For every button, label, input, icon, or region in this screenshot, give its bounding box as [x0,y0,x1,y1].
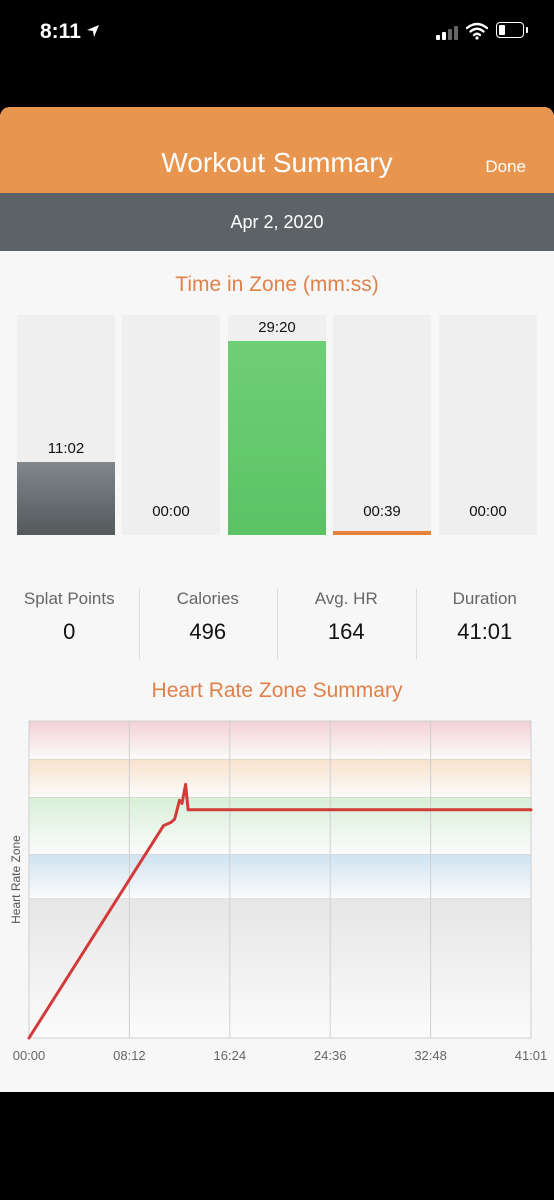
summary-content: Time in Zone (mm:ss) 11:02 00:00 29:20 0… [0,251,554,1092]
x-tick-label: 24:36 [314,1048,347,1063]
x-tick-label: 08:12 [113,1048,146,1063]
x-tick-label: 00:00 [13,1048,46,1063]
done-button[interactable]: Done [485,157,526,176]
x-tick-label: 32:48 [414,1048,447,1063]
stat-label: Avg. HR [314,589,378,608]
hr-zone-band-5 [29,721,531,760]
time-in-zone-bars: 11:02 00:00 29:20 00:39 00:00 [17,315,537,535]
workout-summary-sheet: Workout Summary Done Apr 2, 2020 Time in… [0,107,554,1092]
heart-rate-line [27,782,533,1040]
stat-label: Duration [452,589,517,608]
stat-label: Calories [176,589,239,608]
status-time: 8:11 [40,20,81,43]
stat-label: Splat Points [23,589,115,608]
zone-5-bar: 00:00 [439,315,537,535]
hr-zone-band-4 [29,759,531,798]
zone-4-bar: 00:39 [333,315,431,535]
battery-icon [496,22,528,38]
header-bar: Workout Summary Done [0,107,554,193]
stat-value: 41:01 [457,619,513,644]
hr-zone-summary-title: Heart Rate Zone Summary [151,679,403,702]
x-tick-label: 41:01 [515,1048,548,1063]
x-tick-label: 16:24 [214,1048,247,1063]
stat-value: 0 [63,619,76,644]
stat-value: 496 [189,619,227,644]
zone-3-bar: 29:20 [228,315,326,535]
stat-splat-points: Splat Points 0 [0,583,139,663]
workout-stats: Splat Points 0 Calories 496 Avg. HR 164 … [0,583,554,663]
zone-2-bar: 00:00 [122,315,220,535]
hr-zone-band-2 [29,854,531,899]
wifi-icon [466,22,488,40]
page-title: Workout Summary [161,147,393,178]
time-in-zone-title: Time in Zone (mm:ss) [175,273,379,296]
cellular-signal-icon [436,26,458,40]
stat-avg-hr: Avg. HR 164 [277,583,416,663]
stat-value: 164 [327,619,365,644]
hr-zone-band-1 [29,898,531,1038]
plot-border [28,720,532,1039]
location-arrow-icon [87,25,99,37]
heart-rate-zone-chart: 00:00 08:12 16:24 24:36 32:48 41:01 Heart Rate… [9,720,548,1063]
hr-zone-band-3 [29,797,531,855]
stat-calories: Calories 496 [138,583,278,663]
stat-duration: Duration 41:01 [415,583,554,663]
y-axis-label: Heart Rate Zone [9,835,23,924]
date-bar: Apr 2, 2020 [0,193,554,251]
zone-1-bar: 11:02 [17,315,115,535]
